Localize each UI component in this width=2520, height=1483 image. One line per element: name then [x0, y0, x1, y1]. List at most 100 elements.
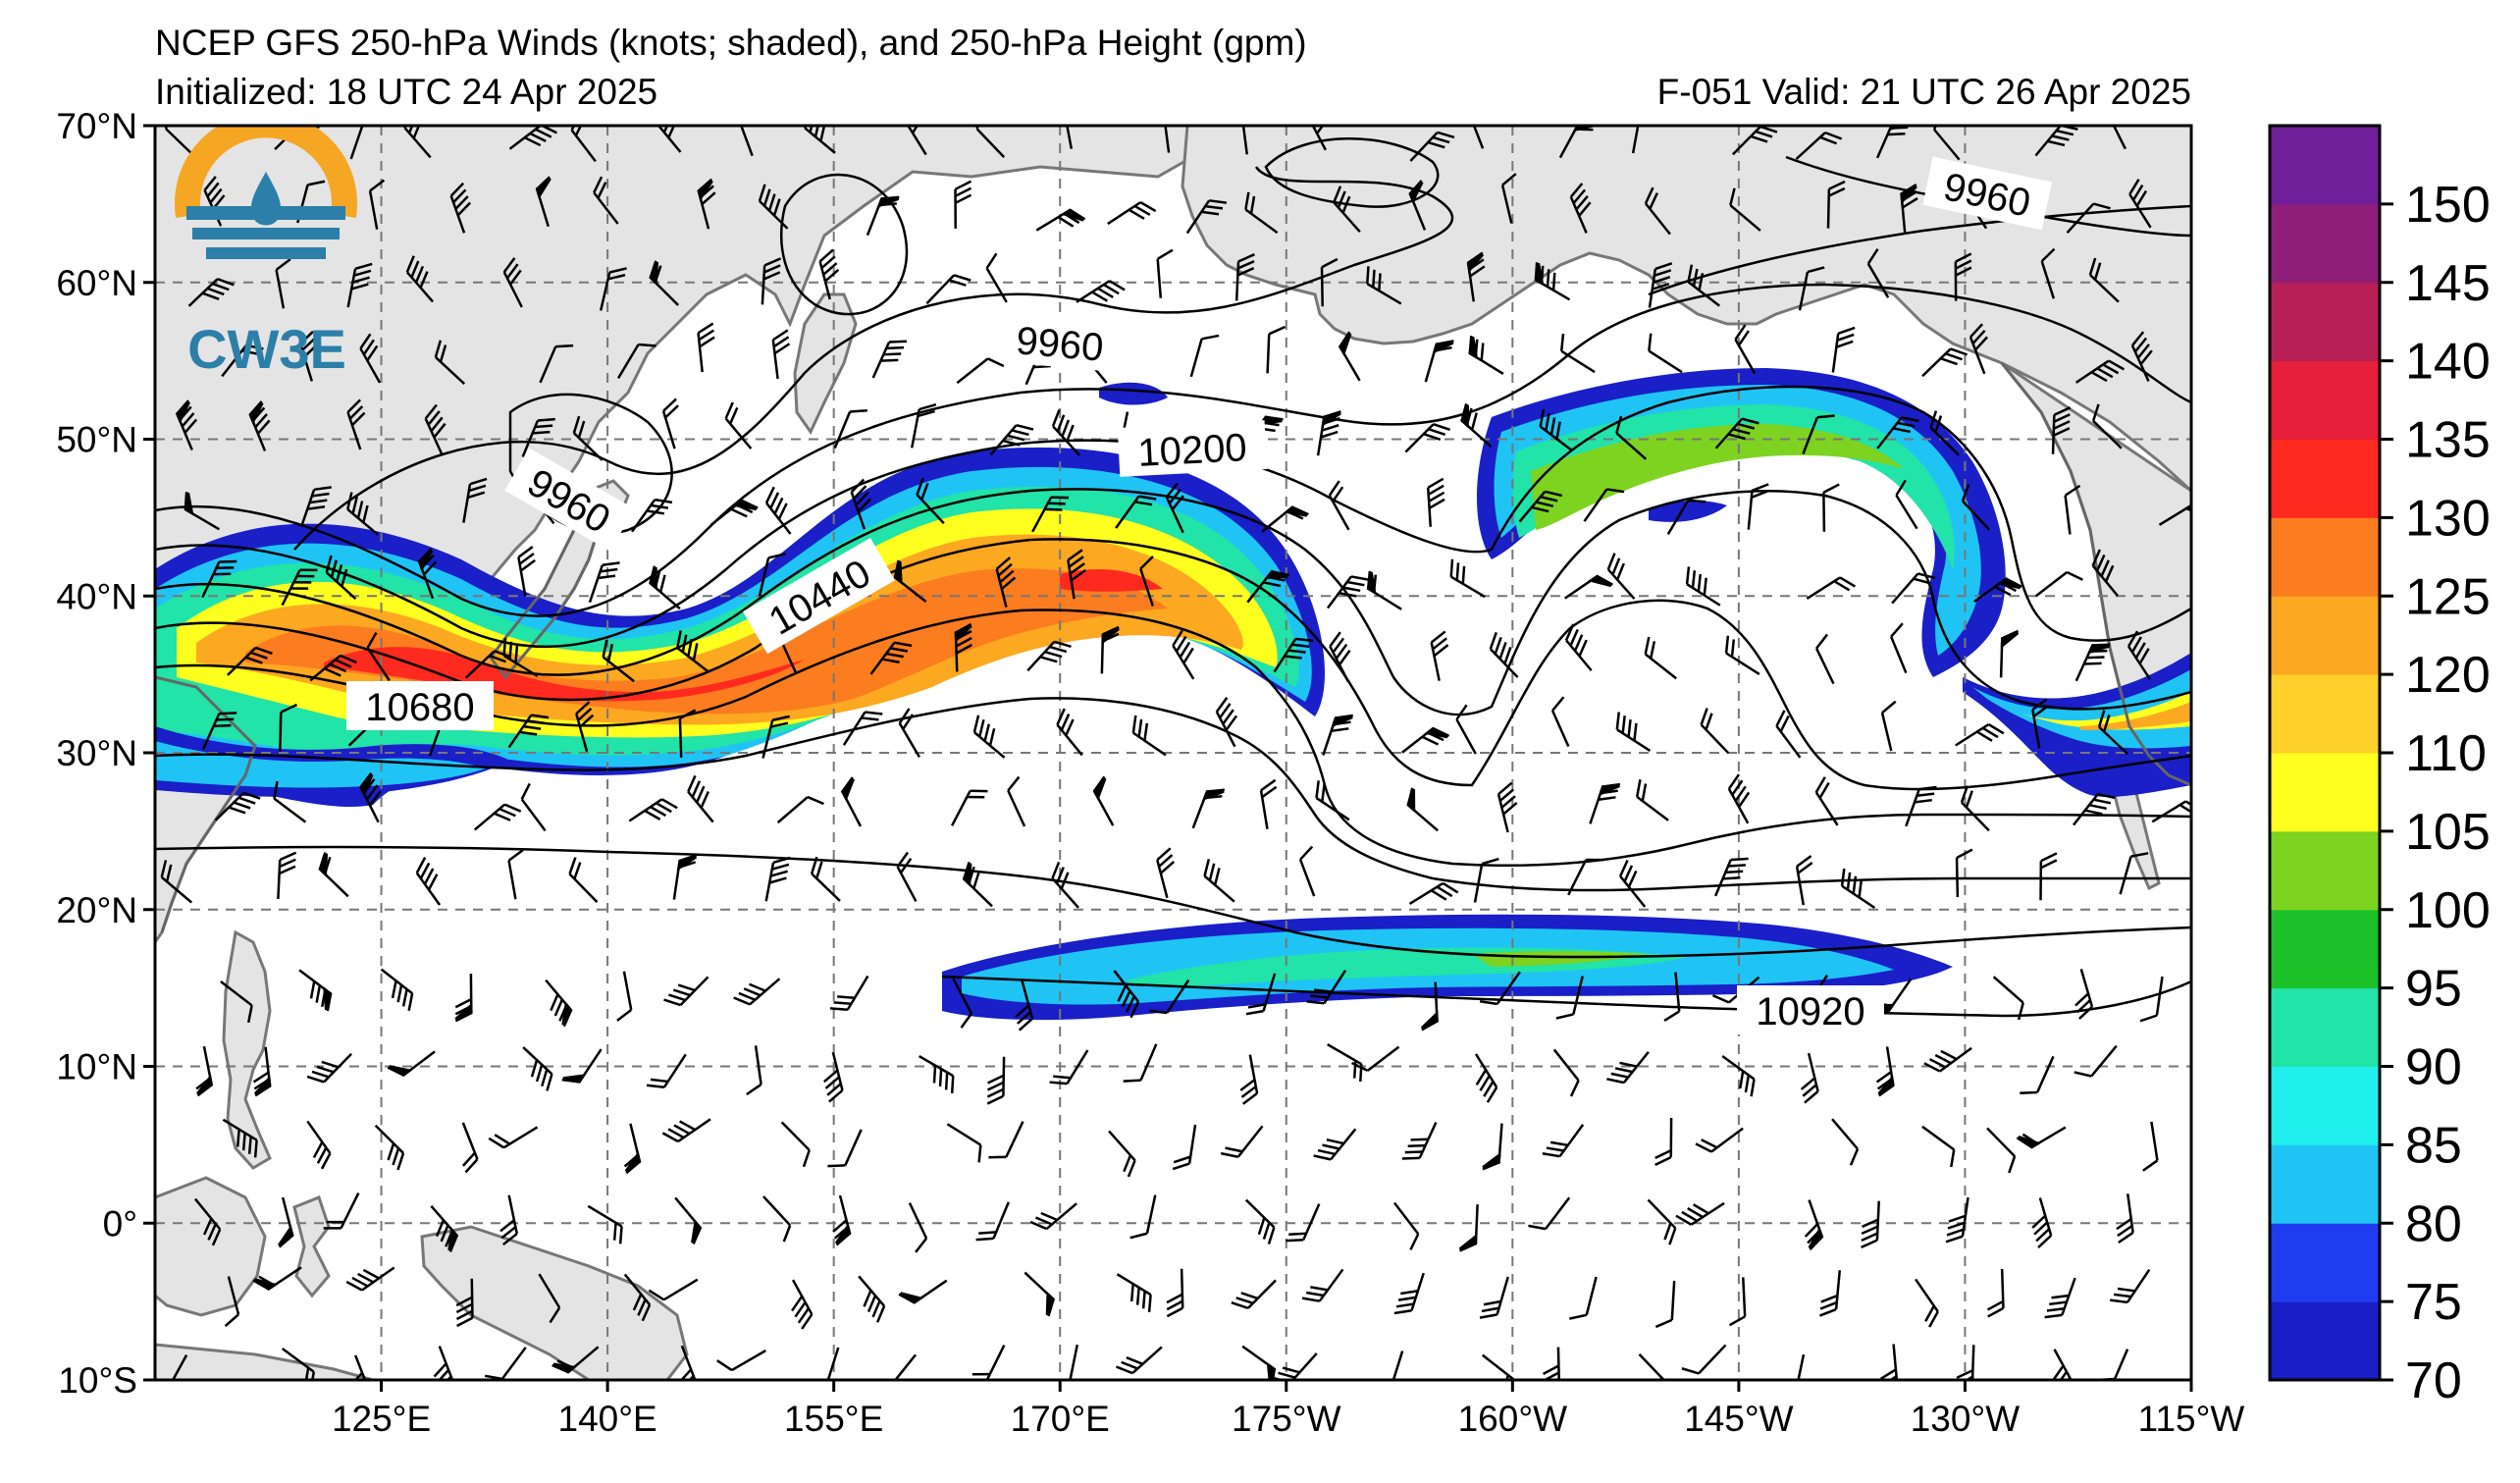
wind-barb [2139, 976, 2164, 1023]
wind-barb [1567, 858, 1604, 896]
lat-tick-label: 10°S [58, 1360, 137, 1401]
wind-barb [2074, 359, 2126, 384]
wind-barb [1955, 848, 1973, 897]
wind-barb [1259, 778, 1278, 829]
wind-barb [2066, 202, 2111, 235]
contour-10920 [941, 975, 2191, 1018]
valid-time: F-051 Valid: 21 UTC 26 Apr 2025 [1656, 72, 2191, 112]
colorbar-tick-label: 135 [2405, 412, 2491, 469]
contour-10800 [155, 845, 2191, 959]
wind-barb [323, 1192, 360, 1230]
wind-barb [1552, 1048, 1580, 1097]
colorbar-tick-label: 80 [2405, 1195, 2462, 1252]
wind-barb [417, 548, 438, 600]
wind-barb [1286, 1203, 1321, 1243]
wind-barb [1635, 779, 1669, 821]
wind-barb [975, 1201, 1010, 1242]
wind-barb [1866, 248, 1890, 298]
wind-barb [599, 267, 627, 311]
wind-barb [507, 849, 524, 900]
wind-barb [2034, 570, 2083, 598]
wind-barb [1724, 635, 1760, 675]
colorbar-tick-label: 75 [2405, 1274, 2462, 1331]
wind-barb [1313, 1128, 1357, 1161]
wind-barb [951, 789, 988, 826]
wind-barb [1067, 549, 1086, 600]
lon-tick-label: 130°W [1911, 1399, 2021, 1439]
wind-barb [281, 568, 318, 607]
wind-barb [832, 1194, 852, 1246]
wind-barb [325, 555, 357, 601]
wind-barb [985, 252, 1008, 303]
wind-barb [1728, 1277, 1747, 1327]
wind-barb [214, 791, 261, 821]
wind-barb [1007, 775, 1026, 827]
colorbar-segment [2270, 282, 2380, 362]
wind-barb [1366, 266, 1402, 305]
wind-barb [1559, 333, 1596, 374]
colorbar-segment [2270, 1066, 2380, 1145]
wind-barb [2016, 1126, 2067, 1149]
wind-barb [1185, 199, 1228, 235]
wind-barb [2110, 1269, 2151, 1304]
wind-barb [2127, 630, 2152, 680]
wind-barb [1455, 704, 1477, 755]
map-title: NCEP GFS 250-hPa Winds (knots; shaded), … [155, 23, 1307, 63]
wind-barb [2064, 484, 2081, 535]
wind-barb [1606, 553, 1636, 600]
wind-barb [275, 258, 291, 309]
wind-barb [761, 715, 790, 759]
wind-barb [1166, 1268, 1184, 1318]
colorbar-tick-label: 120 [2405, 647, 2491, 704]
wind-barb [1960, 785, 1990, 832]
wind-barb [1116, 1273, 1152, 1312]
wind-barb [1246, 569, 1289, 604]
wind-barb [220, 980, 253, 1024]
contour-label-9960-c: 9960 [1922, 156, 2053, 231]
wind-barb [1542, 1124, 1585, 1158]
wind-barb [1500, 173, 1517, 224]
wind-barb [346, 492, 379, 536]
wind-barb [1555, 976, 1584, 1020]
wind-barb [761, 257, 782, 305]
wind-barb [454, 974, 473, 1023]
wind-barb [2031, 698, 2049, 749]
wind-barb [1234, 253, 1255, 301]
colorbar-segment [2270, 360, 2380, 440]
wind-barb [2106, 126, 2126, 150]
wind-barb [1156, 248, 1174, 298]
wind-barb [222, 1118, 258, 1158]
wind-barb [1654, 1280, 1676, 1329]
wind-barb [810, 856, 841, 902]
wind-barb [1390, 1351, 1404, 1380]
wind-barb [2020, 1055, 2055, 1095]
wind-barb [1409, 131, 1455, 162]
wind-barb [593, 176, 619, 225]
wind-barb [306, 1120, 332, 1170]
wind-barb [962, 862, 993, 908]
wind-barb [1479, 1276, 1509, 1319]
wind-barb [1449, 558, 1486, 599]
wind-barb [221, 344, 264, 378]
wind-barb [572, 415, 604, 461]
colorbar-tick-label: 70 [2405, 1352, 2462, 1409]
contour-10200 [155, 385, 2191, 649]
wind-barb [676, 630, 709, 673]
wind-barb [345, 1266, 395, 1292]
wind-barb [1814, 776, 1839, 826]
wind-barb [858, 1275, 886, 1323]
colorbar-segment [2270, 909, 2380, 989]
wind-barb [1029, 1202, 1077, 1231]
wind-barb [1954, 252, 1972, 301]
wind-barb [697, 178, 716, 230]
wind-barb [1822, 483, 1840, 532]
contour-9960-north [293, 166, 1454, 551]
wind-barb [522, 1046, 553, 1091]
map-axes: 70°N 60°N 50°N 40°N 30°N 20°N 10°N 0° 10°S 125°E 1… [56, 106, 2244, 1439]
wind-barb [1026, 640, 1072, 672]
wind-barb [1139, 556, 1154, 607]
wind-barb [1731, 126, 1778, 156]
wind-barb [2142, 1121, 2159, 1172]
wind-barb [1338, 331, 1361, 382]
wind-barb [473, 803, 522, 831]
